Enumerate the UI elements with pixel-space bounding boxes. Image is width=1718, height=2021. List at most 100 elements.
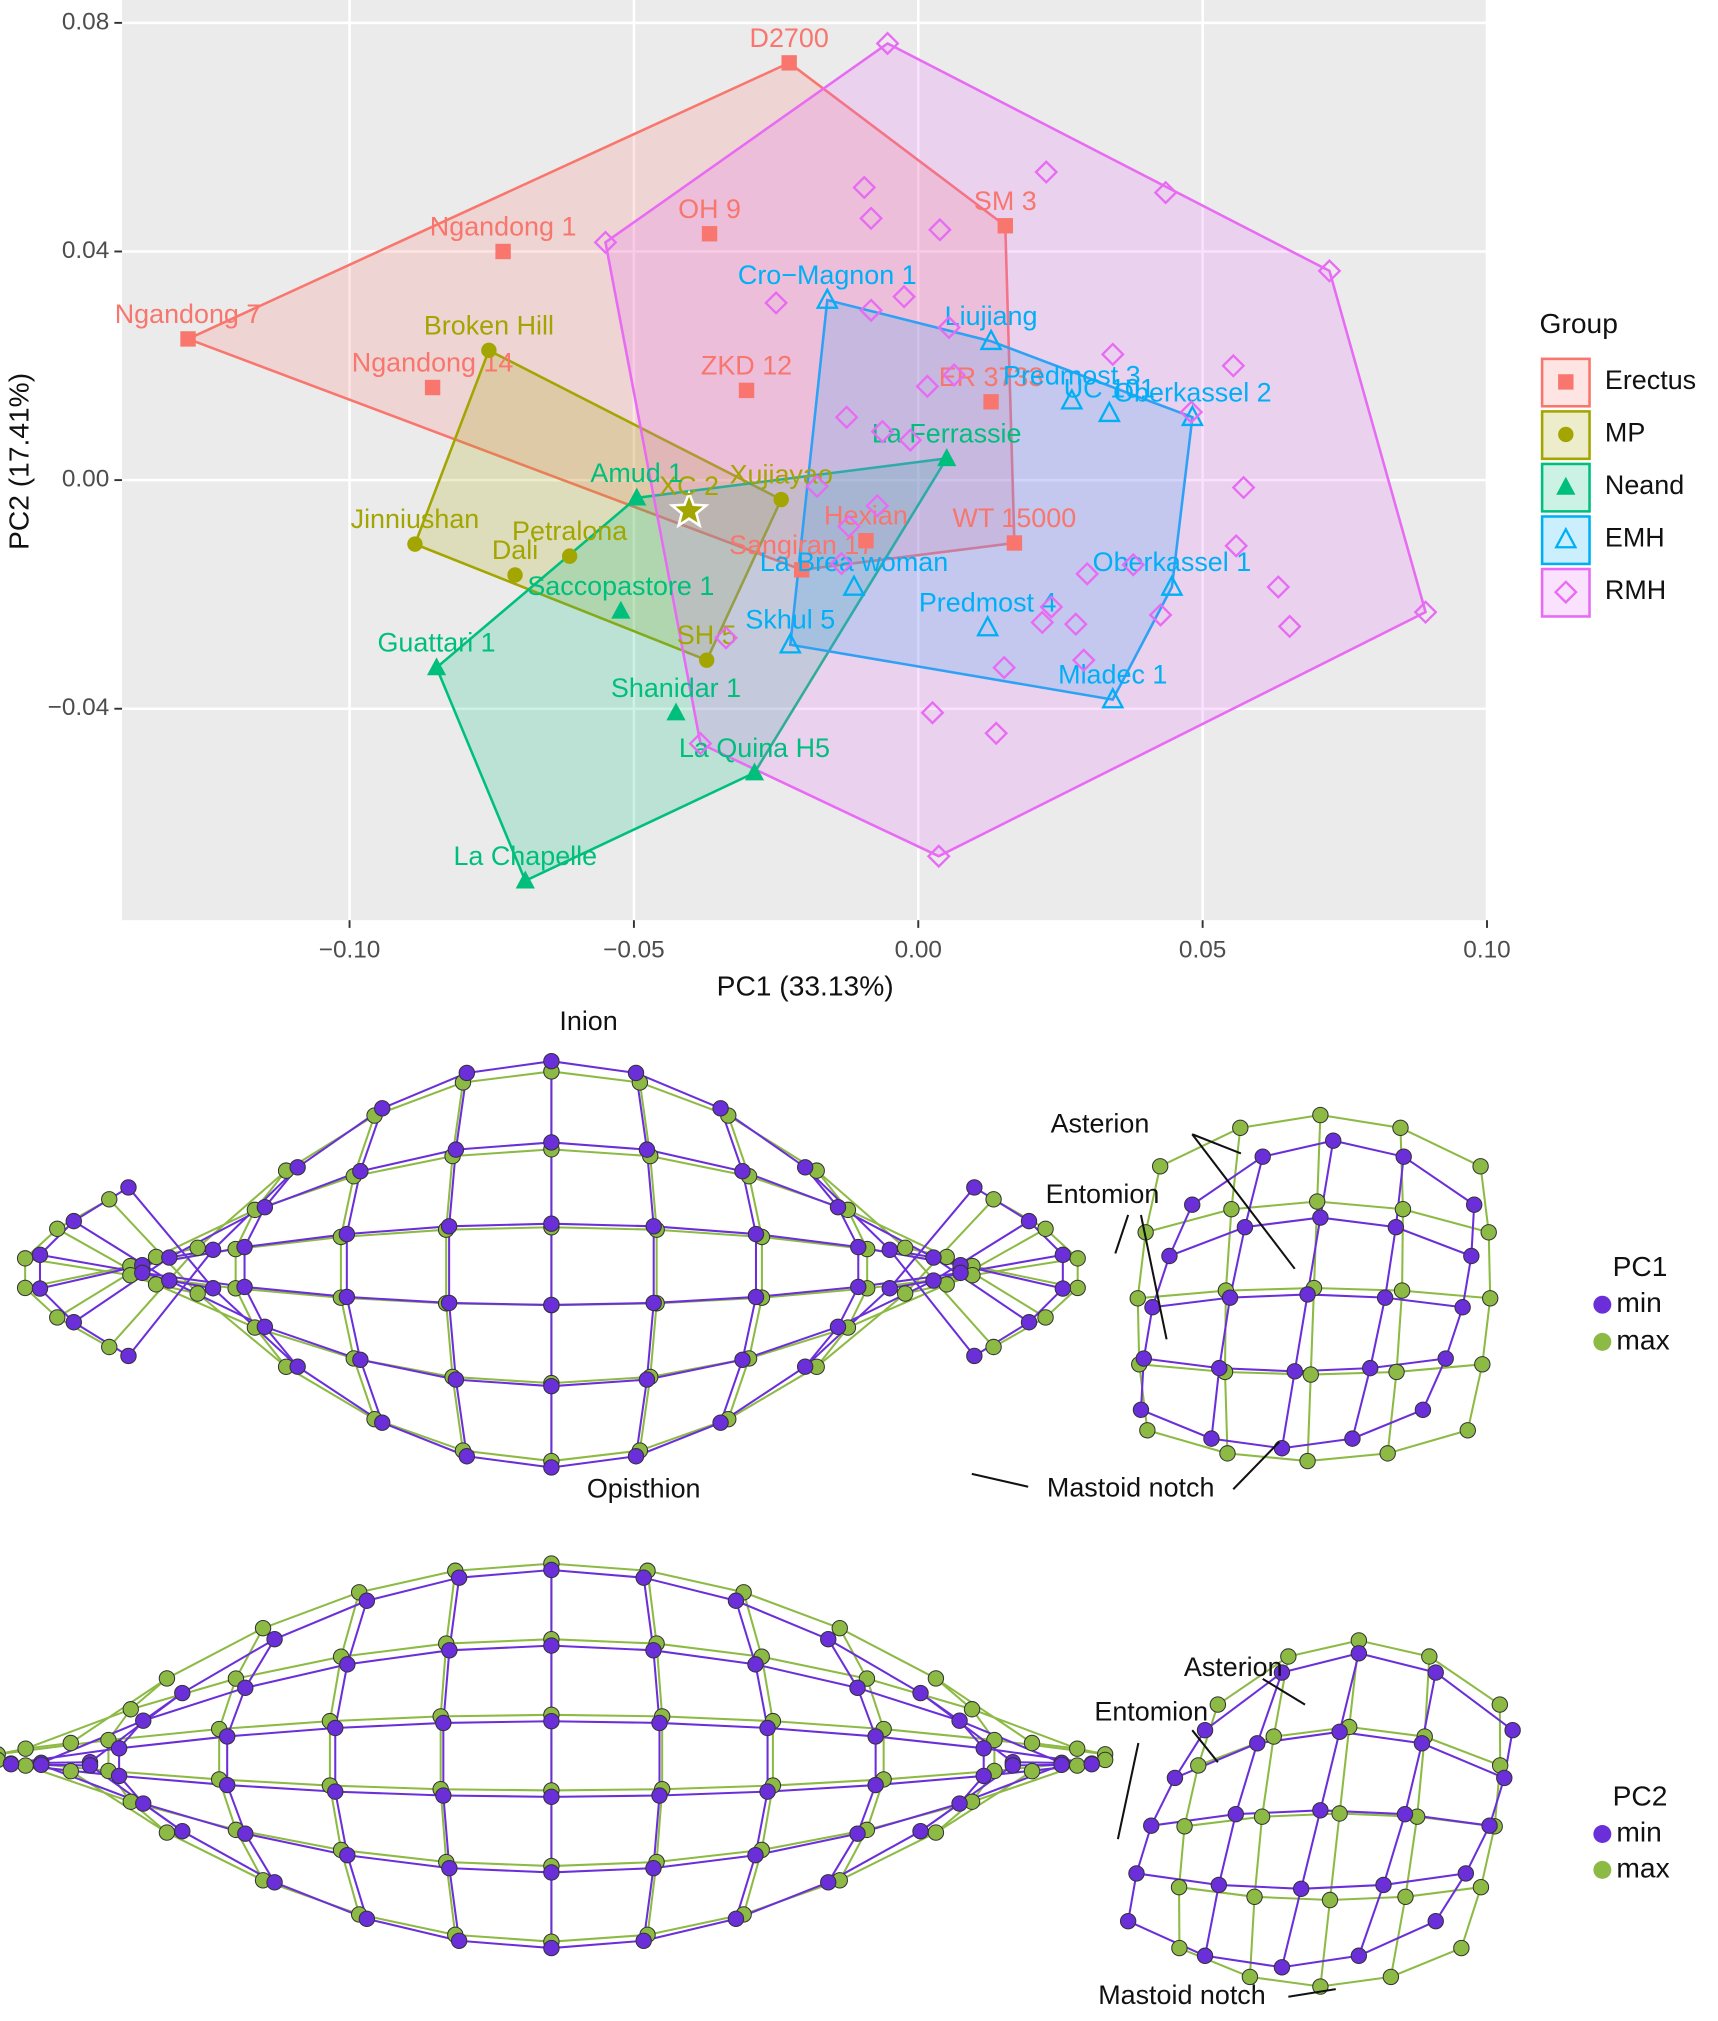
landmark xyxy=(121,1180,136,1195)
landmark xyxy=(1481,1225,1496,1240)
landmark xyxy=(63,1735,78,1750)
wire xyxy=(858,1688,960,1721)
legend-dot xyxy=(1593,1861,1611,1879)
wire xyxy=(74,1187,129,1221)
wire xyxy=(1383,1873,1465,1885)
annotation: Mastoid notch xyxy=(1047,1472,1215,1502)
landmark xyxy=(1394,1283,1409,1298)
landmark xyxy=(1438,1351,1453,1366)
leader xyxy=(1115,1215,1128,1253)
landmark xyxy=(1162,1248,1177,1263)
wire xyxy=(1282,1956,1359,1968)
landmark xyxy=(219,1729,234,1744)
legend-label: Erectus xyxy=(1605,365,1696,395)
annotation: Asterion xyxy=(1184,1652,1283,1682)
wire xyxy=(551,1564,647,1571)
wire xyxy=(1422,1743,1504,1778)
point xyxy=(739,383,754,398)
wire xyxy=(1330,1897,1405,1900)
landmark xyxy=(237,1279,252,1294)
wire xyxy=(74,1322,129,1356)
wire xyxy=(1320,1900,1330,1987)
landmark xyxy=(1395,1202,1410,1217)
wire xyxy=(647,1150,743,1172)
landmark xyxy=(1483,1291,1498,1306)
landmark xyxy=(267,1875,282,1890)
legend-label: MP xyxy=(1605,418,1645,448)
landmark xyxy=(986,1339,1001,1354)
landmark xyxy=(1455,1300,1470,1315)
point-label: Predmost 4 xyxy=(919,588,1057,618)
y-tick-label: 0.04 xyxy=(62,237,109,264)
landmark xyxy=(1482,1818,1497,1833)
landmark xyxy=(1303,1367,1318,1382)
landmark xyxy=(3,1756,18,1771)
landmark xyxy=(1224,1202,1239,1217)
landmark xyxy=(66,1213,81,1228)
wire xyxy=(1388,1372,1397,1453)
landmark xyxy=(448,1142,463,1157)
wire xyxy=(551,1862,656,1866)
landmark xyxy=(1220,1446,1235,1461)
wire xyxy=(1185,1817,1263,1827)
wire xyxy=(1402,1209,1403,1290)
wire xyxy=(755,1834,857,1856)
y-tick-label: −0.04 xyxy=(48,694,110,721)
landmark xyxy=(441,1295,456,1310)
landmark xyxy=(340,1848,355,1863)
landmark xyxy=(544,1216,559,1231)
landmark xyxy=(359,1911,374,1926)
wire xyxy=(1250,1897,1255,1977)
landmark xyxy=(882,1281,897,1296)
wire xyxy=(341,1644,446,1657)
x-tick-label: −0.10 xyxy=(319,936,381,963)
landmark xyxy=(748,1848,763,1863)
landmark xyxy=(832,1620,847,1635)
wire xyxy=(1402,1291,1490,1299)
landmark xyxy=(952,1796,967,1811)
landmark xyxy=(162,1250,177,1265)
landmark xyxy=(646,1860,661,1875)
landmark xyxy=(1397,1806,1412,1821)
landmark xyxy=(32,1247,47,1262)
wire xyxy=(1205,1956,1282,1968)
wire xyxy=(227,1728,335,1736)
wire xyxy=(756,1234,858,1247)
wire xyxy=(1352,1368,1370,1438)
landmark xyxy=(375,1101,390,1116)
landmark xyxy=(175,1685,190,1700)
landmark xyxy=(1210,1697,1225,1712)
wire xyxy=(1317,1202,1403,1210)
wire xyxy=(1219,1885,1301,1889)
wire xyxy=(659,1723,767,1728)
annotation: Entomion xyxy=(1046,1179,1160,1209)
wire xyxy=(551,1224,653,1227)
landmark xyxy=(1005,1758,1020,1773)
landmark xyxy=(1428,1665,1443,1680)
point xyxy=(774,492,789,507)
landmark xyxy=(18,1741,33,1756)
wire xyxy=(443,1721,551,1723)
wire xyxy=(1352,1410,1422,1439)
wire xyxy=(1219,1814,1236,1885)
landmark xyxy=(1212,1360,1227,1375)
wire xyxy=(330,1786,441,1790)
point-label: La Brea woman xyxy=(760,547,948,577)
point-label: ZKD 12 xyxy=(701,350,792,380)
landmark xyxy=(797,1160,812,1175)
wire xyxy=(551,1451,639,1461)
wire xyxy=(1385,1298,1463,1308)
wire xyxy=(335,1723,443,1728)
wire xyxy=(551,1796,659,1797)
landmark xyxy=(728,1911,743,1926)
wire xyxy=(1236,1810,1321,1814)
landmark xyxy=(238,1680,253,1695)
landmark xyxy=(219,1777,234,1792)
landmark xyxy=(1466,1197,1481,1212)
landmark xyxy=(111,1768,126,1783)
wire xyxy=(1423,1359,1446,1410)
legend-label: RMH xyxy=(1605,575,1666,605)
landmark xyxy=(1281,1649,1296,1664)
legend-dot xyxy=(1593,1296,1611,1314)
wire xyxy=(245,1664,347,1687)
